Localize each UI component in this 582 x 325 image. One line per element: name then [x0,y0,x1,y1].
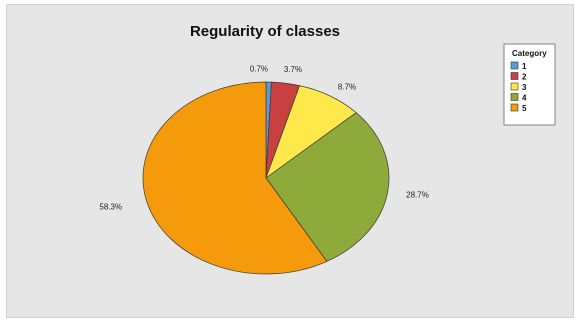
pie-slice-5 [142,81,328,275]
legend-label-5: 5 [522,104,527,113]
legend-swatch-2 [510,72,519,80]
legend-swatch-1 [510,61,519,70]
chart-title: Regularity of classes [190,23,340,40]
pie-label-5: 58.3% [99,203,122,212]
pie-label-4: 28.7% [406,190,429,199]
legend-label-4: 4 [522,94,527,103]
legend-swatch-3 [510,82,519,91]
chart-frame: Regularity of classes 0.7% 3.7% 8.7% 28.7% 5… [6,4,574,318]
pie-label-2: 3.7% [284,65,302,74]
legend-swatch-5 [510,103,519,112]
legend-label-2: 2 [522,73,527,82]
pie-label-3: 8.7% [338,82,356,91]
legend-label-1: 1 [522,62,527,71]
legend: Category 1 23 45 [503,43,556,126]
legend-swatch-4 [510,93,519,101]
pie-label-1: 0.7% [250,64,268,73]
pie-slice-4 [265,112,390,262]
pie-slices [142,81,390,275]
pie-labels: 0.7% 3.7% 8.7% 28.7% 58.3% [99,64,428,211]
pie-chart: Regularity of classes 0.7% 3.7% 8.7% 28.7% 5… [99,23,556,275]
legend-label-3: 3 [522,83,527,92]
legend-title: Category [512,49,547,58]
